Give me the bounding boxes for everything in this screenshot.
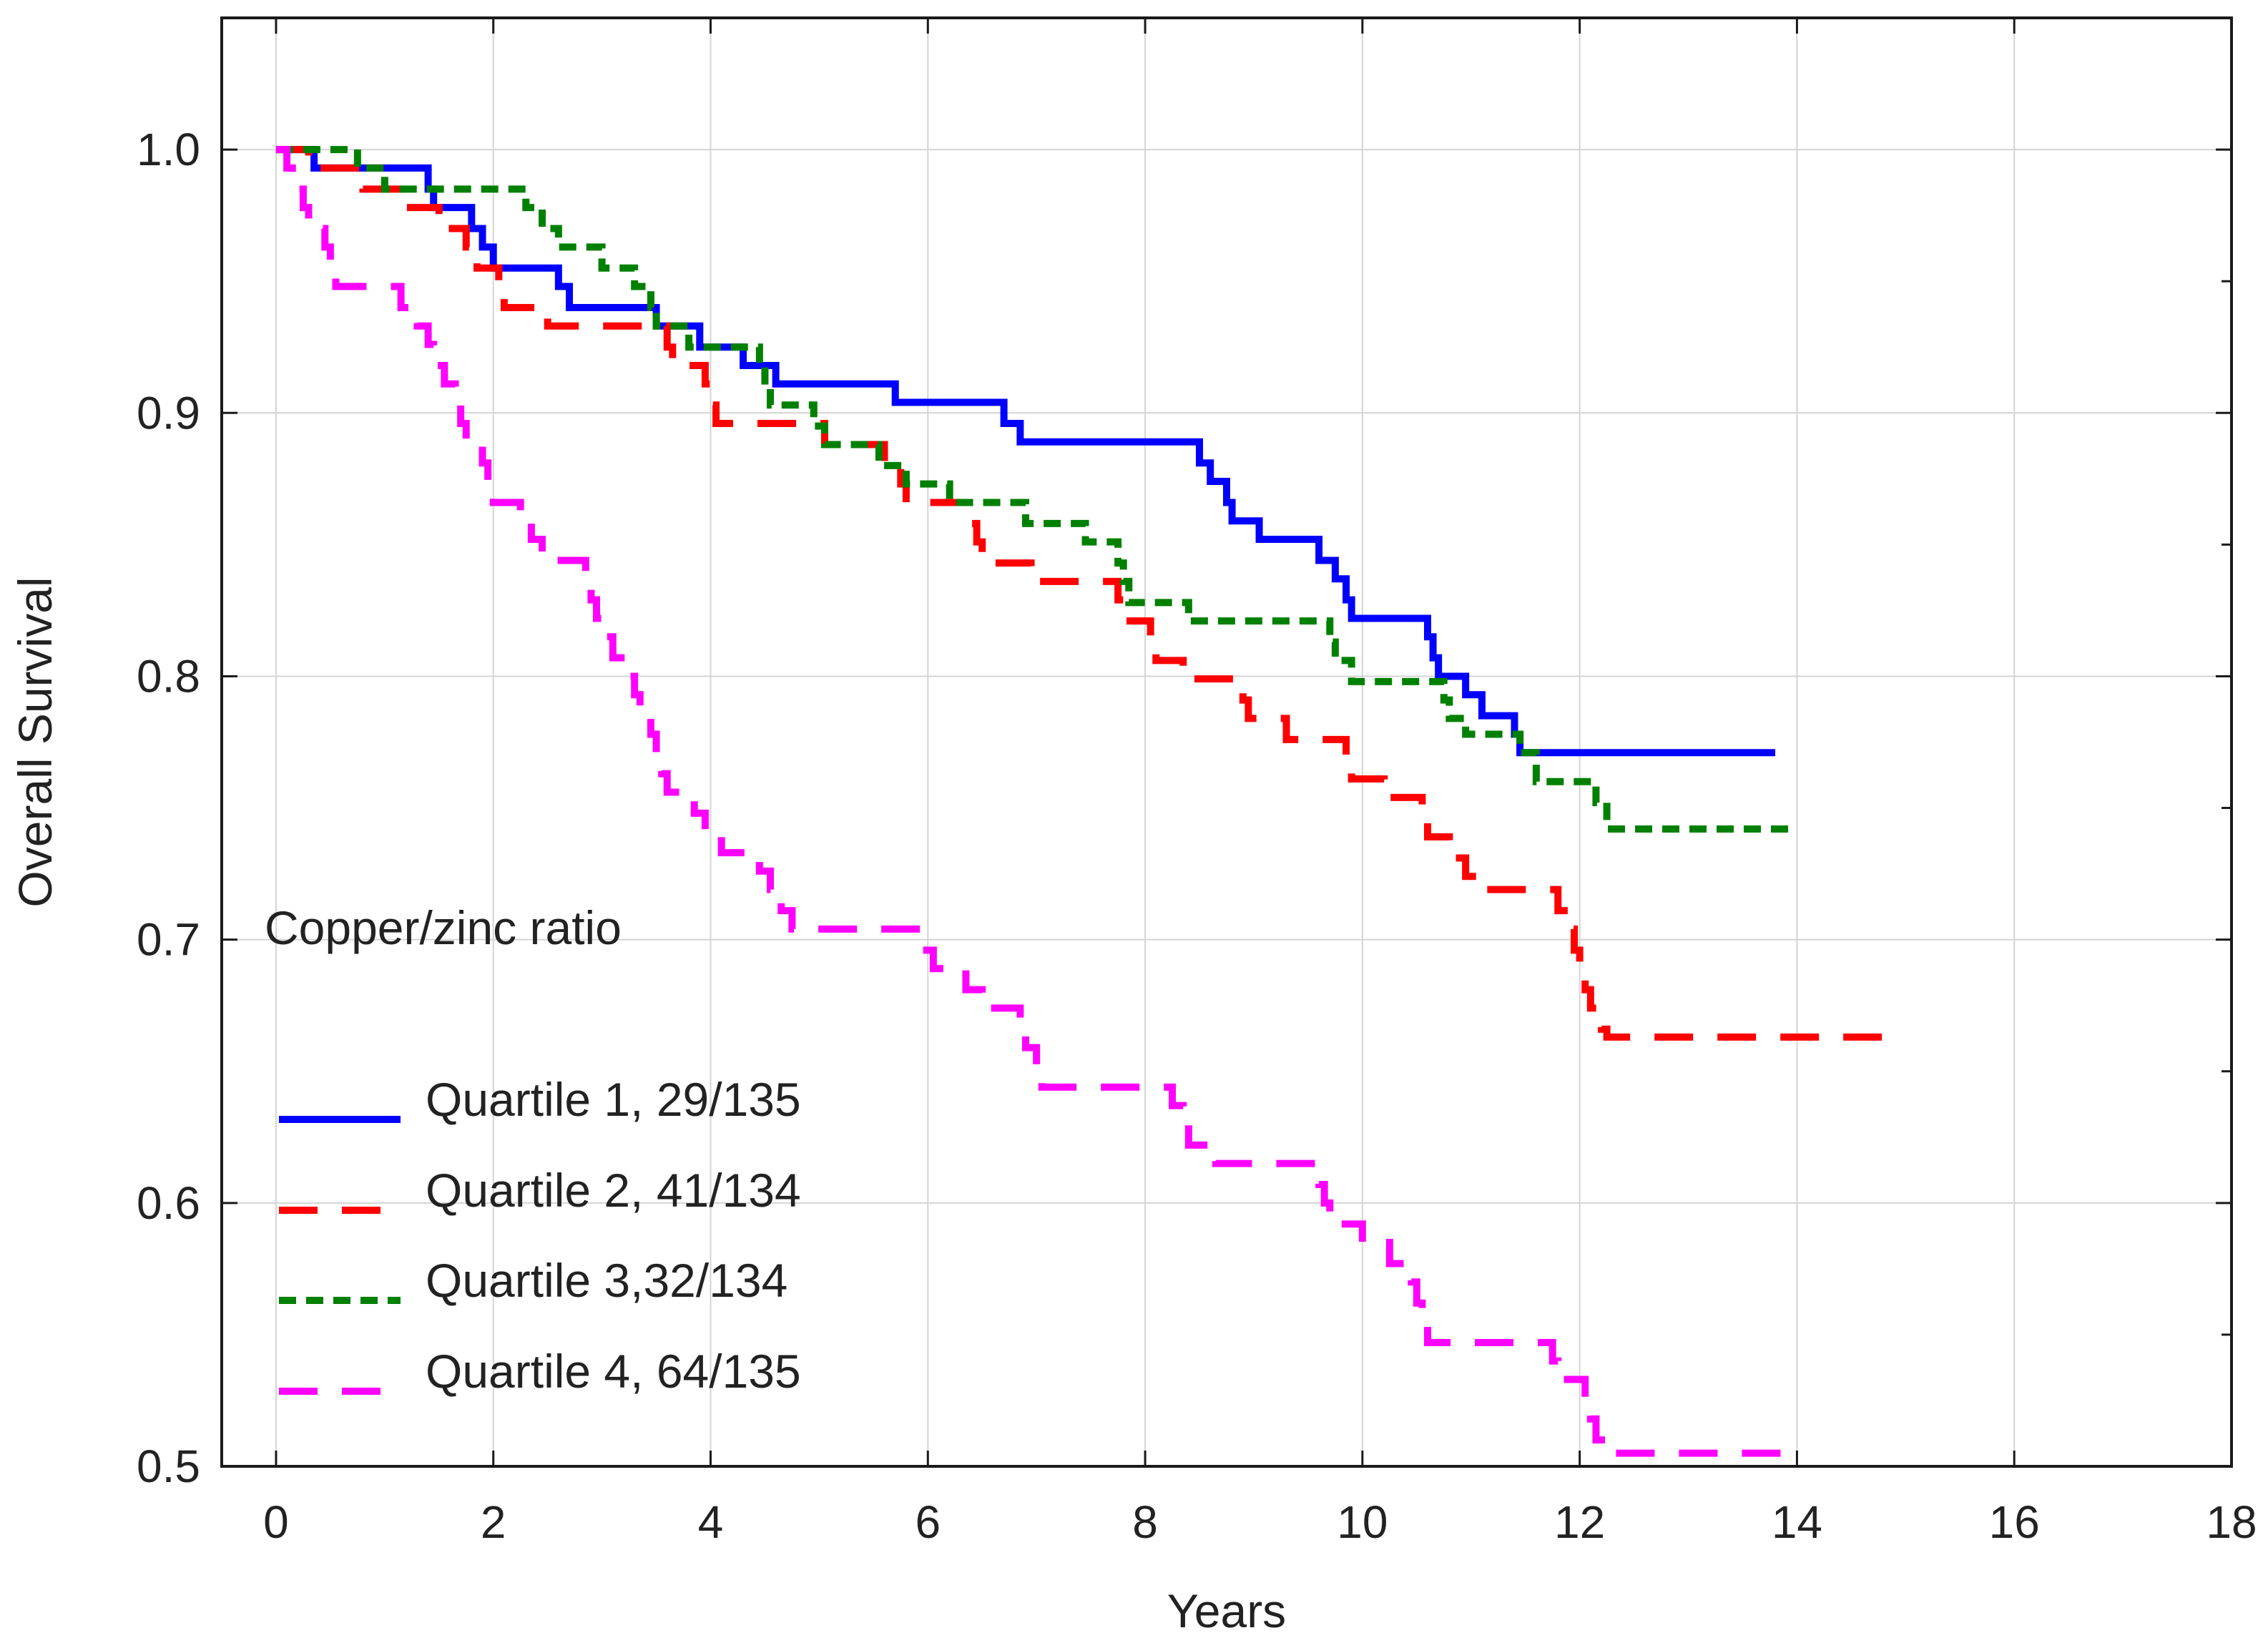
x-tick-label: 8 — [1132, 1496, 1158, 1548]
series-layer — [275, 146, 1884, 1457]
y-tick-label: 0.8 — [137, 650, 200, 702]
y-tick-label: 0.6 — [137, 1177, 200, 1229]
x-tick-label: 6 — [915, 1496, 941, 1548]
legend: Copper/zinc ratio Quartile 1, 29/135 Quar… — [265, 901, 801, 1398]
series-line-quartile-2 — [275, 146, 1884, 1041]
x-tick-label: 18 — [2206, 1496, 2257, 1548]
x-tick-label: 4 — [698, 1496, 724, 1548]
y-tick-label: 1.0 — [137, 124, 200, 175]
legend-entry-quartile-2: Quartile 2, 41/134 — [426, 1164, 801, 1217]
series-line-quartile-1 — [275, 146, 1776, 757]
series-line-quartile-4 — [275, 146, 1792, 1457]
y-axis-label: Overall Survival — [9, 577, 62, 907]
x-tick-label: 10 — [1337, 1496, 1388, 1548]
x-tick-label: 2 — [481, 1496, 506, 1548]
x-tick-label: 0 — [263, 1496, 289, 1548]
x-axis-label: Years — [1167, 1584, 1286, 1637]
axis-ticks — [222, 18, 2233, 1468]
legend-entry-quartile-4: Quartile 4, 64/135 — [426, 1345, 801, 1398]
x-tick-label: 14 — [1772, 1496, 1822, 1548]
y-tick-label: 0.5 — [137, 1441, 200, 1492]
y-tick-label: 0.9 — [137, 387, 200, 438]
x-tick-label: 12 — [1554, 1496, 1605, 1548]
legend-entry-quartile-1: Quartile 1, 29/135 — [426, 1073, 801, 1126]
plot-frame — [220, 16, 2233, 1468]
x-tick-label: 16 — [1989, 1496, 2040, 1548]
tick-labels: 0 2 4 6 8 10 12 14 16 18 0.5 0.6 0.7 0.8 0.9 1.0 — [137, 124, 2257, 1548]
series-line-quartile-3 — [275, 146, 1792, 833]
legend-entry-quartile-3: Quartile 3,32/134 — [426, 1254, 787, 1307]
y-tick-label: 0.7 — [137, 914, 200, 966]
legend-title: Copper/zinc ratio — [265, 901, 622, 954]
